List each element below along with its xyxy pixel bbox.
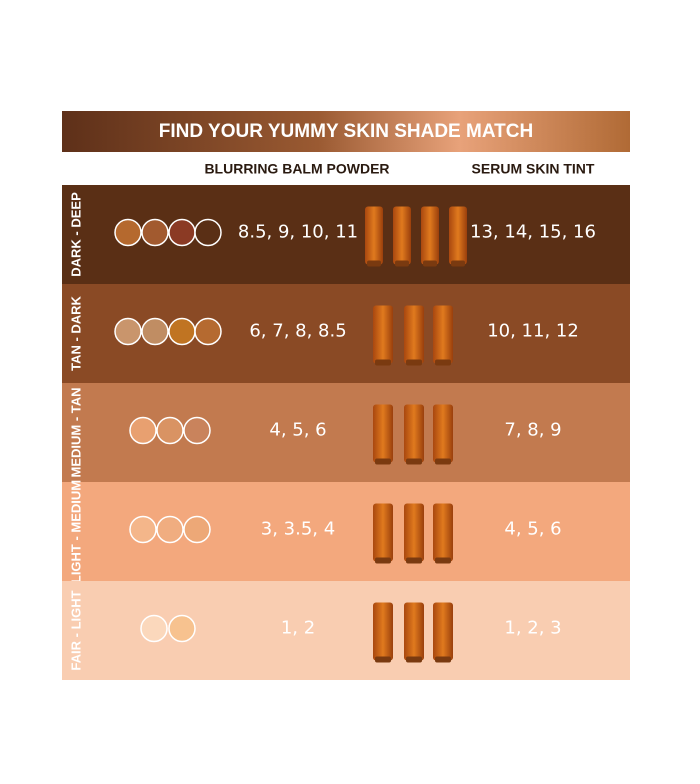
powder-shades: 8.5, 9, 10, 11 — [238, 222, 358, 243]
tube-cap — [451, 260, 465, 267]
product-tube — [373, 602, 393, 661]
swatch — [129, 515, 157, 544]
tube-cap — [375, 656, 391, 663]
swatch — [194, 218, 222, 247]
tube-cap — [423, 260, 437, 267]
row-label: TAN - DARK — [68, 295, 83, 370]
product-tube — [365, 206, 383, 265]
swatch — [129, 416, 157, 445]
tint-shades: 1, 2, 3 — [504, 618, 561, 639]
product-tube — [404, 503, 424, 562]
product-tube — [449, 206, 467, 265]
tube-cap — [367, 260, 381, 267]
swatch — [168, 317, 196, 346]
swatch — [114, 218, 142, 247]
tube-cap — [406, 557, 422, 564]
swatch — [194, 317, 222, 346]
product-tube — [433, 404, 453, 463]
tube-cap — [375, 458, 391, 465]
product-tube — [373, 305, 393, 364]
swatch — [140, 614, 168, 643]
product-tube — [433, 305, 453, 364]
tube-cap — [435, 458, 451, 465]
tint-shades: 13, 14, 15, 16 — [470, 222, 596, 243]
row-label: DARK - DEEP — [68, 192, 83, 277]
tint-shades: 10, 11, 12 — [487, 321, 579, 342]
tint-shades: 7, 8, 9 — [504, 420, 561, 441]
product-tube — [433, 602, 453, 661]
product-tube — [404, 404, 424, 463]
tube-cap — [375, 359, 391, 366]
tube-cap — [406, 359, 422, 366]
product-tube — [421, 206, 439, 265]
row-label: LIGHT - MEDIUM — [68, 480, 83, 583]
column-header: BLURRING BALM POWDER — [204, 161, 389, 177]
swatch — [141, 317, 169, 346]
swatch — [168, 614, 196, 643]
swatch — [168, 218, 196, 247]
header-band — [62, 111, 630, 152]
powder-shades: 1, 2 — [281, 618, 315, 639]
tube-cap — [435, 359, 451, 366]
tube-cap — [435, 656, 451, 663]
product-tube — [373, 404, 393, 463]
product-tube — [433, 503, 453, 562]
product-tube — [404, 305, 424, 364]
swatch — [183, 515, 211, 544]
swatch — [114, 317, 142, 346]
tube-cap — [395, 260, 409, 267]
swatch — [156, 515, 184, 544]
tube-cap — [406, 656, 422, 663]
powder-shades: 3, 3.5, 4 — [261, 519, 335, 540]
tube-cap — [406, 458, 422, 465]
header-title: FIND YOUR YUMMY SKIN SHADE MATCH — [159, 121, 533, 142]
product-tube — [373, 503, 393, 562]
swatch — [183, 416, 211, 445]
column-header: SERUM SKIN TINT — [472, 161, 595, 177]
swatch — [141, 218, 169, 247]
powder-shades: 4, 5, 6 — [269, 420, 326, 441]
tube-cap — [375, 557, 391, 564]
powder-shades: 6, 7, 8, 8.5 — [249, 321, 346, 342]
tint-shades: 4, 5, 6 — [504, 519, 561, 540]
product-tube — [404, 602, 424, 661]
row-label: FAIR - LIGHT — [68, 590, 83, 670]
product-tube — [393, 206, 411, 265]
swatch — [156, 416, 184, 445]
row-label: MEDIUM - TAN — [68, 387, 83, 477]
tube-cap — [435, 557, 451, 564]
